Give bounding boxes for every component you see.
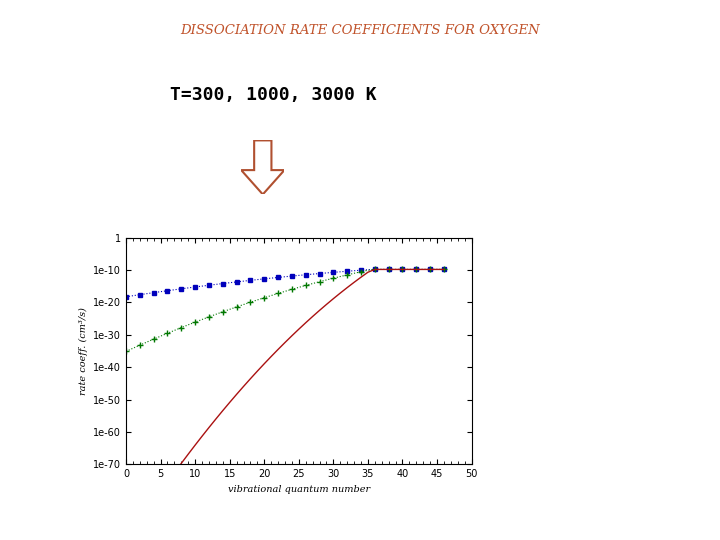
Text: T=300, 1000, 3000 K: T=300, 1000, 3000 K: [171, 86, 377, 104]
Polygon shape: [241, 140, 284, 194]
Y-axis label: rate coeff. (cm³/s): rate coeff. (cm³/s): [78, 307, 88, 395]
Text: DISSOCIATION RATE COEFFICIENTS FOR OXYGEN: DISSOCIATION RATE COEFFICIENTS FOR OXYGE…: [180, 24, 540, 37]
X-axis label: vibrational quantum number: vibrational quantum number: [228, 485, 370, 494]
